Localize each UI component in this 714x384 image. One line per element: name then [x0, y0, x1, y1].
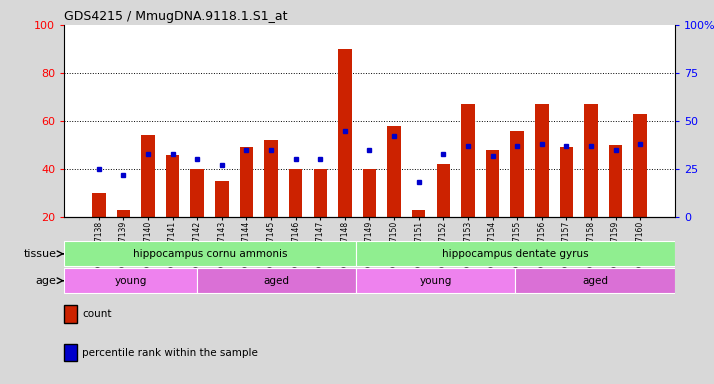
Text: aged: aged	[582, 276, 608, 286]
Bar	[191, 169, 204, 217]
Bar	[313, 169, 327, 217]
Bar	[166, 155, 179, 217]
Bar	[92, 193, 106, 217]
Bar	[535, 104, 548, 217]
Bar	[412, 210, 426, 217]
Bar	[461, 104, 475, 217]
Bar	[289, 169, 303, 217]
Bar	[363, 169, 376, 217]
Bar	[141, 136, 155, 217]
Bar	[356, 241, 675, 266]
Bar	[560, 147, 573, 217]
Bar	[64, 241, 356, 266]
Text: hippocampus cornu ammonis: hippocampus cornu ammonis	[133, 249, 288, 259]
Text: hippocampus dentate gyrus: hippocampus dentate gyrus	[442, 249, 589, 259]
Bar	[436, 164, 450, 217]
Bar	[609, 145, 623, 217]
Bar	[215, 181, 228, 217]
Text: count: count	[82, 309, 111, 319]
Bar	[240, 147, 253, 217]
Bar	[584, 104, 598, 217]
Bar	[486, 150, 499, 217]
Bar	[516, 268, 675, 293]
Bar	[264, 140, 278, 217]
Bar	[116, 210, 130, 217]
Bar	[633, 114, 647, 217]
Bar	[197, 268, 356, 293]
Text: tissue: tissue	[24, 249, 56, 259]
Bar	[511, 131, 524, 217]
Bar	[338, 49, 352, 217]
Text: GDS4215 / MmugDNA.9118.1.S1_at: GDS4215 / MmugDNA.9118.1.S1_at	[64, 10, 288, 23]
Text: age: age	[36, 276, 56, 286]
Bar	[387, 126, 401, 217]
Text: young: young	[114, 276, 147, 286]
Bar	[356, 268, 516, 293]
Bar	[64, 268, 197, 293]
Text: aged: aged	[263, 276, 290, 286]
Text: percentile rank within the sample: percentile rank within the sample	[82, 348, 258, 358]
Text: young: young	[420, 276, 452, 286]
